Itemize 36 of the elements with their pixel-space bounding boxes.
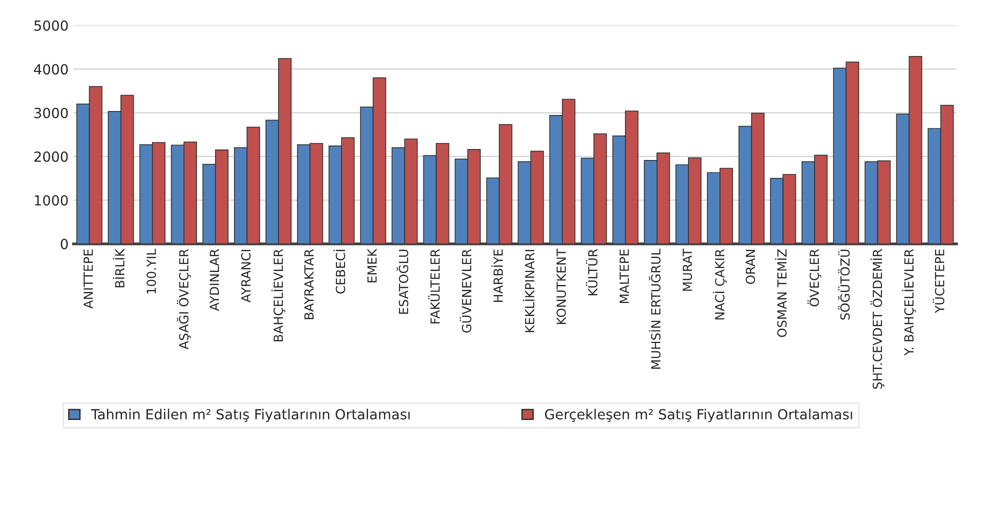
legend-label: Tahmin Edilen m² Satış Fiyatlarının Ortalaması [90,408,410,422]
x-tick-label: CEBECİ [334,250,346,294]
x-tick-label: GÜVENEVLER [460,249,472,333]
x-tick-label: BİRLİK [112,248,124,288]
y-tick-label: 5000 [34,20,68,31]
x-tick-label: ESATOĞLU [396,250,408,314]
x-tick-label: FAKÜLTELER [428,249,440,324]
y-tick-label: 1000 [34,195,68,206]
x-tick-label: BAHÇELİEVLER [271,249,286,342]
x-tick-label: KÜLTÜR [586,249,598,296]
x-tick-label: OSMAN TEMİZ [775,249,787,338]
x-tick-label: YÜCETEPE [932,250,944,314]
x-tick-label: KONUTKENT [556,248,566,324]
y-tick-label: 3000 [34,108,68,118]
x-tick-label: EMEK [367,248,377,282]
x-tick-label: HARBİYE [491,250,503,302]
x-tick-label: KEKLİKPINARI [522,250,534,332]
y-tick-label: 4000 [34,64,68,75]
x-tick-label: AYDINLAR [210,249,219,311]
x-tick-label: MURAT [682,248,692,291]
x-tick-label: AYRANCI [241,250,251,302]
x-tick-label: ANITTEPE [84,250,93,309]
x-tick-label: MALTEPE [620,250,629,304]
x-tick-label: NACİ ÇAKIR [712,249,727,320]
x-tick-label: MUHSİN ERTUĞRUL [648,248,661,369]
x-tick-label: Y. BAHÇELİEVLER [902,249,916,356]
x-tick-label: BAYRAKTAR [304,249,314,320]
x-tick-label: AŞAĞI ÖVEÇLER [176,249,191,350]
x-tick-label: 100.YIL [146,248,156,294]
x-tick-label: ORAN [746,250,756,284]
y-tick-label: 2000 [34,151,68,162]
x-tick-label: ŞHT.CEVDET ÖZDEMİR [870,249,884,389]
x-tick-label: ÖVEÇLER [807,249,822,306]
x-tick-label: SÖĞÜTÖZÜ [838,250,850,320]
legend-label: Gerçekleşen m² Satış Fiyatlarının Ortalaması [545,408,852,422]
y-tick-label: 0 [60,238,68,250]
